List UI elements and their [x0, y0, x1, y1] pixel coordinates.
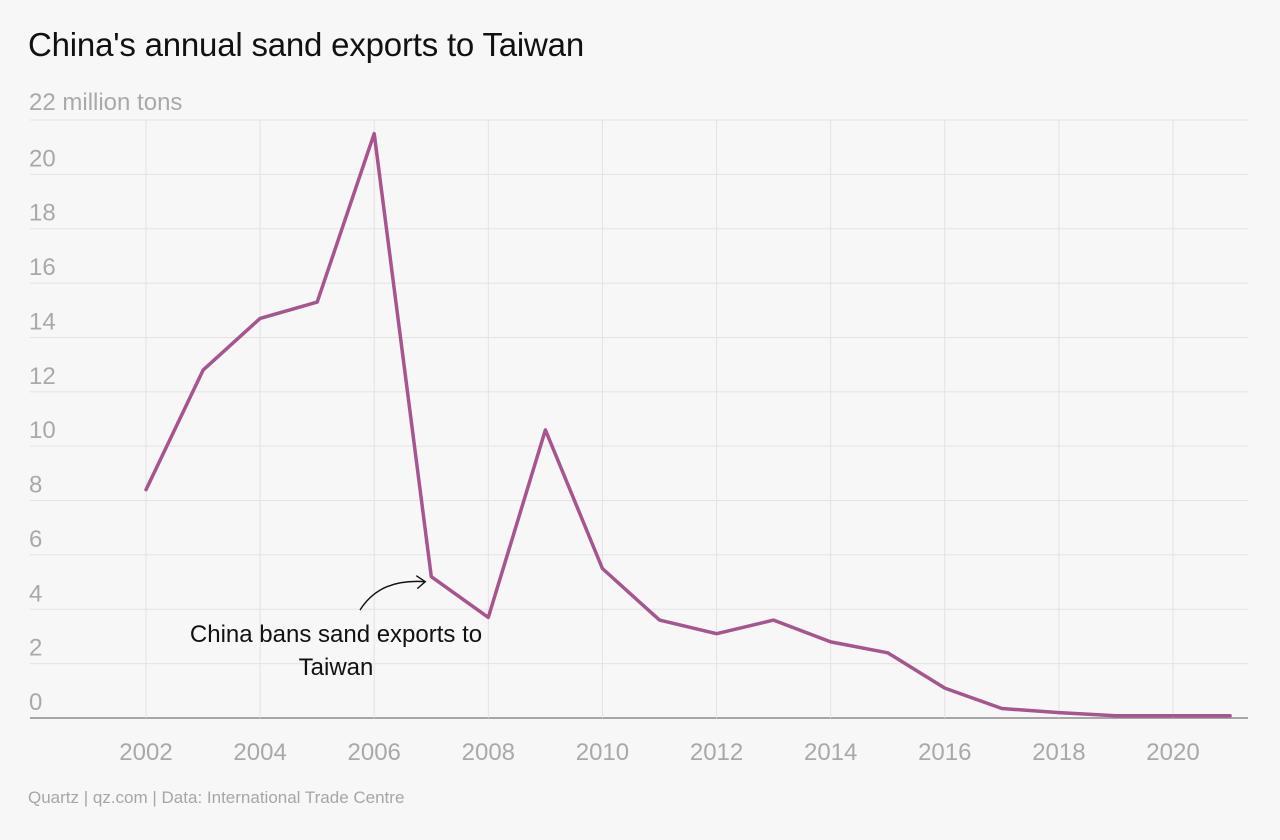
y-tick-label: 10: [29, 417, 56, 444]
y-tick-label: 12: [29, 363, 56, 390]
y-tick-label: 14: [29, 308, 56, 335]
y-axis-unit-label: 22 million tons: [29, 89, 182, 116]
x-tick-label: 2012: [690, 739, 743, 766]
annotation: China bans sand exports to Taiwan: [190, 575, 482, 681]
annotations: China bans sand exports to Taiwan: [190, 575, 482, 681]
y-tick-label: 6: [29, 526, 42, 553]
chart-title: China's annual sand exports to Taiwan: [28, 26, 584, 63]
x-tick-label: 2016: [918, 739, 971, 766]
gridlines: [30, 119, 1248, 719]
annotation-arrow: [359, 580, 426, 611]
series-lines: [144, 131, 1232, 718]
annotation-arrowhead: [415, 575, 427, 590]
x-tick-label: 2020: [1146, 739, 1199, 766]
series-line: [144, 131, 1232, 718]
x-tick-label: 2004: [233, 739, 286, 766]
y-tick-label: 0: [29, 689, 42, 716]
x-tick-label: 2008: [462, 739, 515, 766]
y-tick-label: 8: [29, 472, 42, 499]
x-tick-label: 2018: [1032, 739, 1085, 766]
y-tick-label: 2: [29, 635, 42, 662]
x-tick-label: 2006: [348, 739, 401, 766]
x-tick-label: 2014: [804, 739, 857, 766]
y-tick-label: 18: [29, 200, 56, 227]
x-tick-label: 2010: [576, 739, 629, 766]
x-tick-label: 2002: [119, 739, 172, 766]
y-tick-label: 20: [29, 145, 56, 172]
x-tick-labels: 2002 2004 2006 2008 2010 2012 2014 2016 2018 2020: [119, 739, 1199, 766]
y-tick-label: 16: [29, 254, 56, 281]
annotation-label: China bans sand exports to Taiwan: [190, 621, 482, 681]
y-tick-label: 4: [29, 580, 42, 607]
y-tick-labels: 0 2 4 6 8 10 12 14 16 18 20: [29, 145, 56, 716]
source-footer: Quartz | qz.com | Data: International Tr…: [28, 788, 405, 807]
